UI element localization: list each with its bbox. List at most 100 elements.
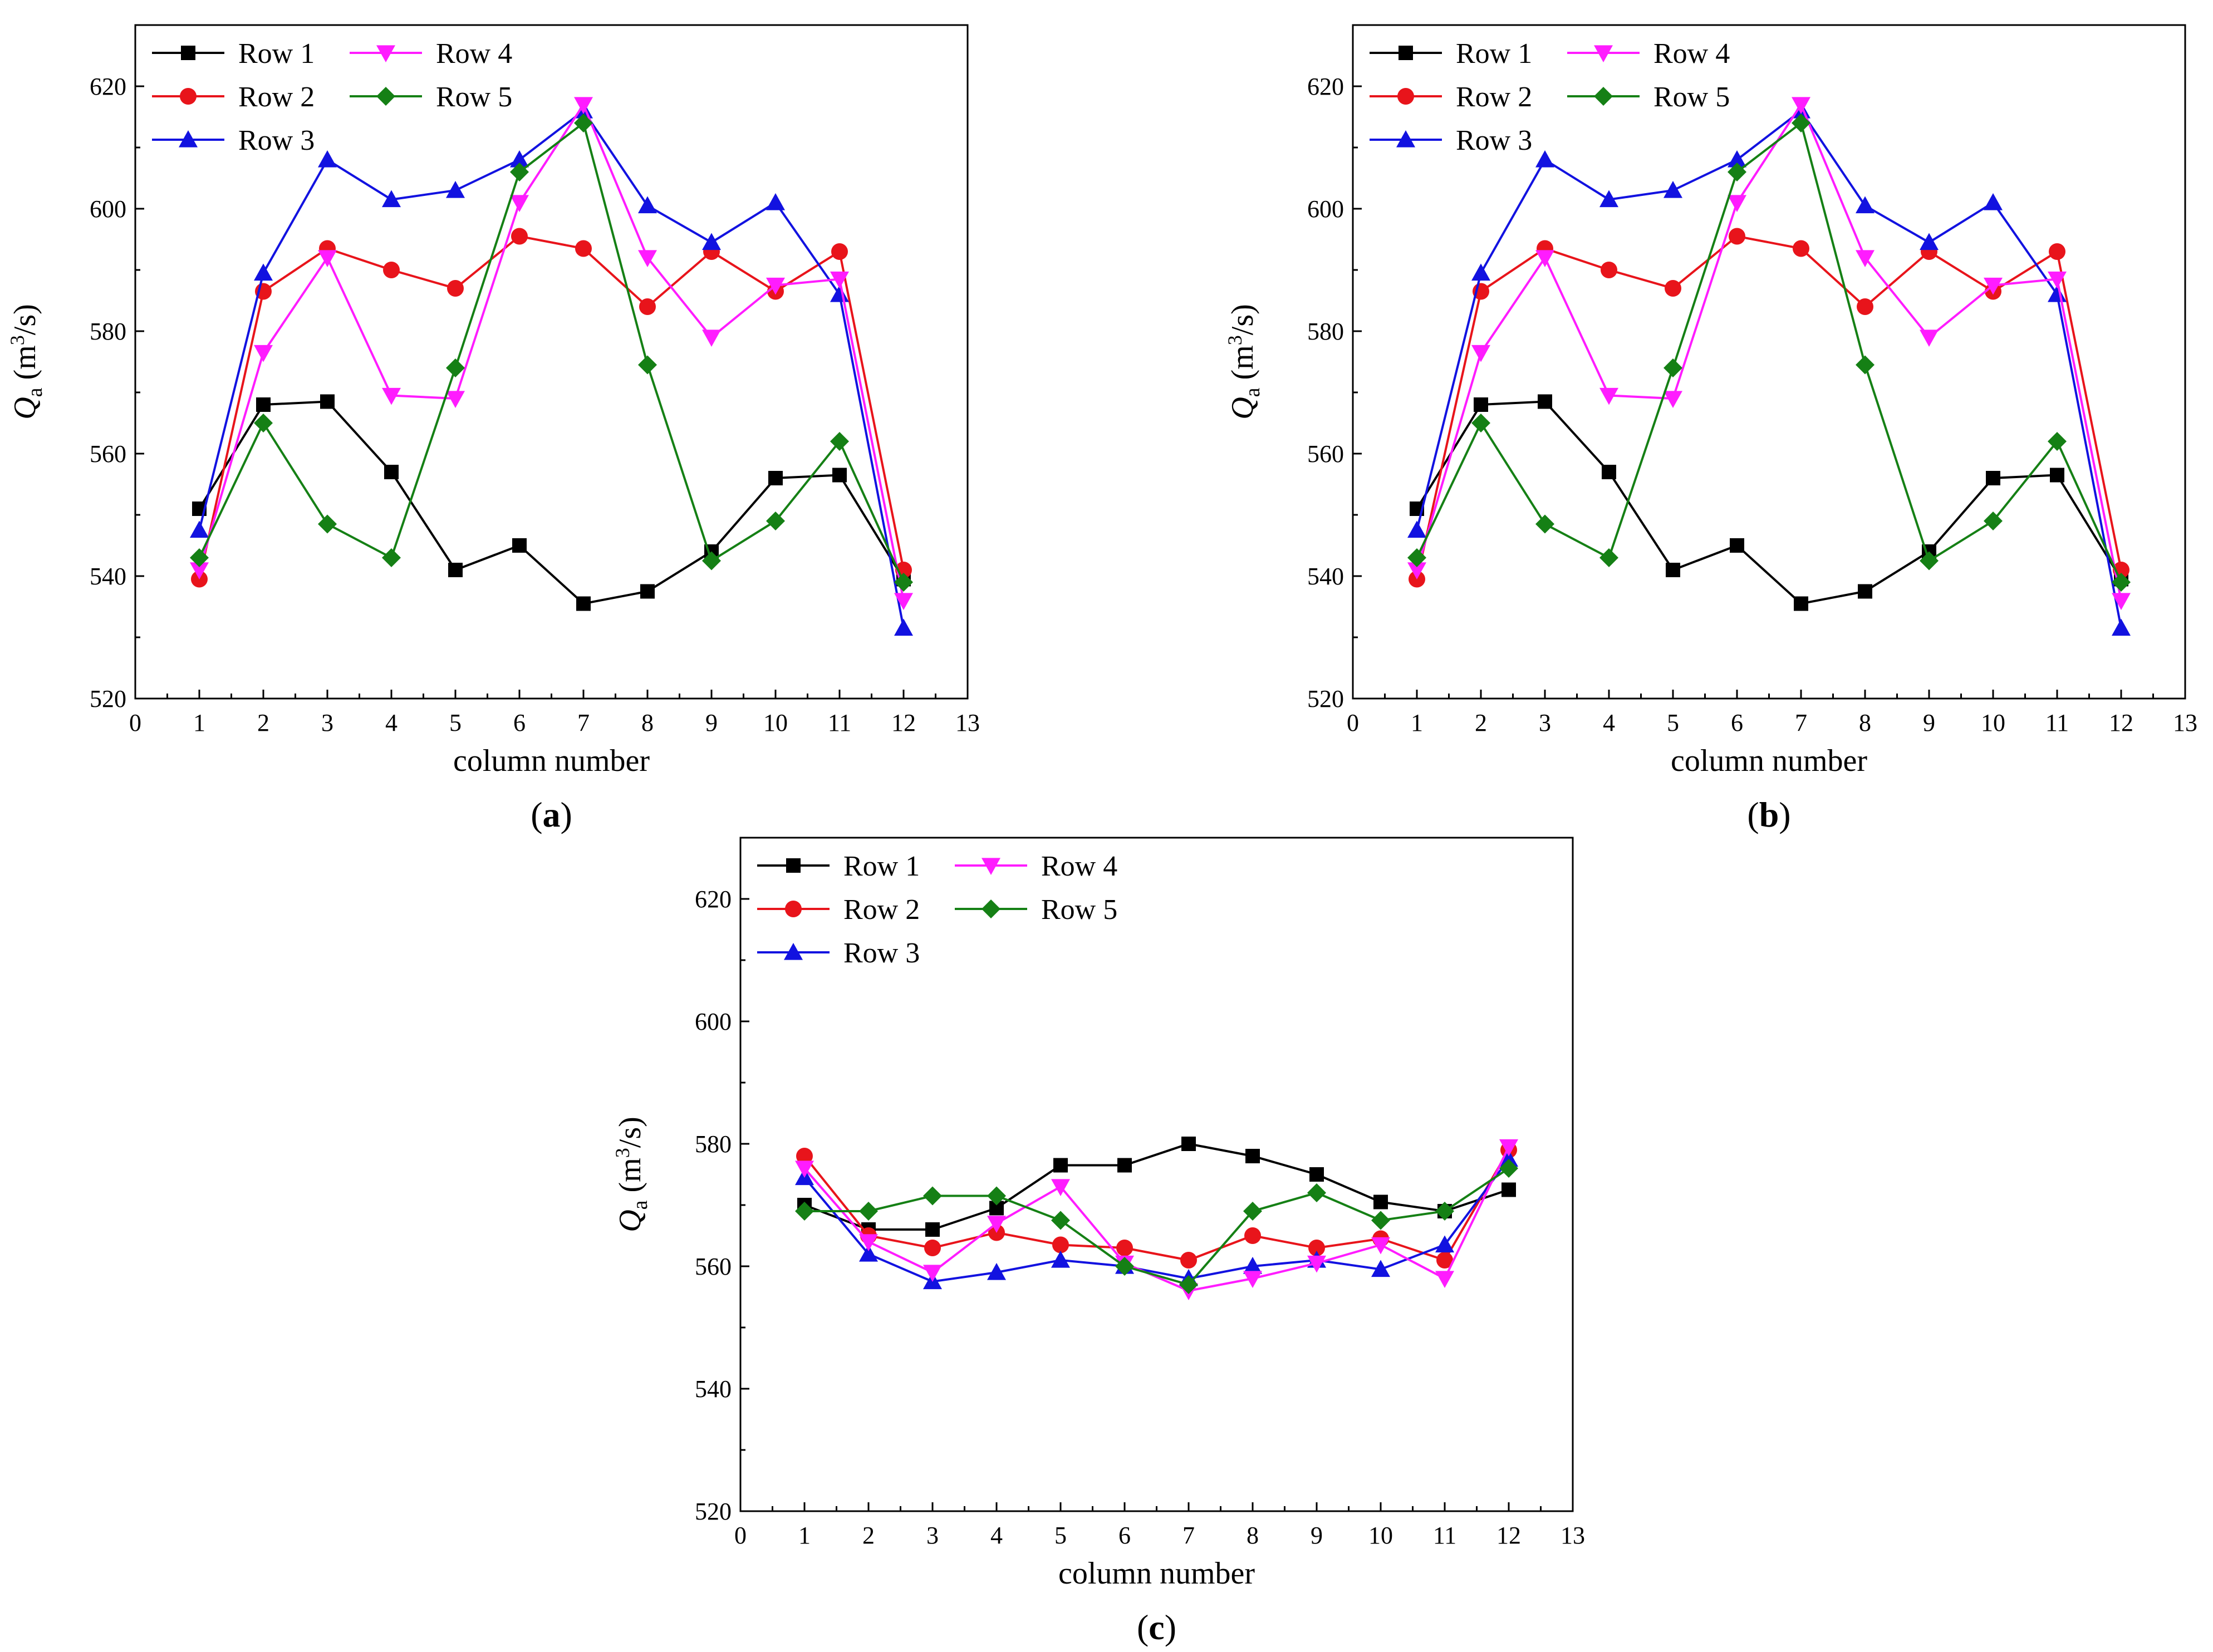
data-point <box>511 228 528 245</box>
x-tick-label: 6 <box>1731 709 1743 736</box>
series-line <box>1416 121 2122 583</box>
data-point <box>1858 584 1872 599</box>
data-point <box>574 114 593 132</box>
y-label-subscript: a <box>1241 387 1264 397</box>
y-tick-label: 580 <box>695 1130 732 1158</box>
data-point <box>2048 271 2067 289</box>
data-point <box>318 150 337 168</box>
legend-label: Row 5 <box>1041 894 1117 926</box>
data-point <box>796 1148 813 1164</box>
series-4 <box>1407 97 2131 610</box>
data-point <box>638 355 657 375</box>
x-tick-label: 13 <box>955 709 980 736</box>
x-tick-label: 11 <box>2045 709 2069 736</box>
data-point <box>1309 1167 1324 1182</box>
data-point <box>2112 593 2131 610</box>
data-point <box>1435 1202 1454 1221</box>
data-point <box>2050 468 2064 483</box>
series-line <box>1416 102 2122 601</box>
data-point <box>1664 358 1682 377</box>
legend-marker <box>376 45 395 62</box>
data-point <box>1179 1275 1198 1294</box>
legend-marker <box>1594 45 1613 62</box>
legend-item: Row 4 <box>955 850 1117 882</box>
y-axis-label: Qa (m3/s) <box>6 304 47 420</box>
x-tick-label: 10 <box>763 709 788 736</box>
data-point <box>894 618 913 636</box>
data-point <box>512 538 527 553</box>
data-point <box>576 596 591 611</box>
data-point <box>1181 1137 1196 1151</box>
y-tick-label: 540 <box>1307 563 1344 590</box>
data-point <box>831 243 848 260</box>
legend-item: Row 3 <box>757 937 920 969</box>
data-point <box>318 514 337 534</box>
legend-label: Row 2 <box>843 894 920 926</box>
data-point <box>1599 190 1618 208</box>
y-axis-label: Qa (m3/s) <box>1224 304 1264 420</box>
legend-marker <box>376 87 395 106</box>
data-point <box>1051 1179 1070 1196</box>
y-label-subscript: a <box>629 1200 652 1210</box>
legend-marker <box>786 858 801 873</box>
x-tick-label: 0 <box>129 709 141 736</box>
y-tick-label: 560 <box>90 440 126 468</box>
data-point <box>987 1263 1006 1280</box>
legend-label: Row 4 <box>1653 38 1730 70</box>
legend-item: Row 3 <box>1370 125 1532 156</box>
series-line <box>198 121 905 583</box>
data-point <box>1052 1236 1069 1253</box>
data-point <box>1730 538 1744 553</box>
y-tick-label: 600 <box>90 195 126 223</box>
data-point <box>1243 1271 1262 1288</box>
data-point <box>2112 573 2131 592</box>
data-point <box>1407 520 1426 538</box>
series-line <box>1416 400 2122 605</box>
data-point <box>640 584 655 599</box>
data-point <box>2048 432 2067 451</box>
data-point <box>1245 1149 1260 1163</box>
legend: Row 1 Row 2 Row 3 Row 4 Row 5 <box>757 850 1117 969</box>
chart-panel-c: 0 1 2 3 4 5 6 7 8 9 10 11 12 13520540560580600620colu… <box>611 837 1585 1647</box>
data-point <box>1602 465 1616 479</box>
data-point <box>1471 263 1490 281</box>
x-tick-label: 3 <box>926 1522 939 1549</box>
x-axis-label: column number <box>1058 1556 1255 1591</box>
data-point <box>318 250 337 267</box>
series-line <box>198 235 905 579</box>
legend-item: Row 5 <box>1567 81 1730 113</box>
x-tick-label: 11 <box>1433 1522 1456 1549</box>
x-tick-label: 4 <box>1603 709 1615 736</box>
legend-label: Row 1 <box>1456 38 1532 70</box>
data-point <box>1920 330 1939 347</box>
data-point <box>702 330 721 347</box>
data-point <box>1307 1255 1326 1273</box>
data-point <box>766 277 785 295</box>
data-point <box>1729 228 1745 245</box>
series-line <box>198 102 905 601</box>
y-tick-label: 600 <box>1307 195 1344 223</box>
data-point <box>448 563 463 577</box>
x-tick-label: 6 <box>513 709 526 736</box>
series-1 <box>797 1137 1516 1237</box>
data-point <box>859 1202 878 1221</box>
legend-label: Row 3 <box>238 125 315 156</box>
x-axis-label: column number <box>1671 744 1867 778</box>
data-point <box>254 263 273 281</box>
x-tick-label: 5 <box>1667 709 1679 736</box>
data-point <box>382 387 401 405</box>
series-line <box>1416 109 2122 628</box>
x-tick-label: 11 <box>828 709 851 736</box>
series-line <box>803 1146 1510 1292</box>
y-tick-label: 580 <box>90 318 126 345</box>
data-point <box>925 1222 940 1237</box>
series-line <box>1416 235 2122 579</box>
data-point <box>1307 1183 1326 1202</box>
y-axis-label: Qa (m3/s) <box>611 1117 652 1232</box>
x-tick-label: 2 <box>1475 709 1487 736</box>
x-tick-label: 0 <box>1347 709 1359 736</box>
y-label-unit: (m <box>613 1158 647 1200</box>
series-line <box>198 109 905 628</box>
data-point <box>1180 1252 1197 1268</box>
